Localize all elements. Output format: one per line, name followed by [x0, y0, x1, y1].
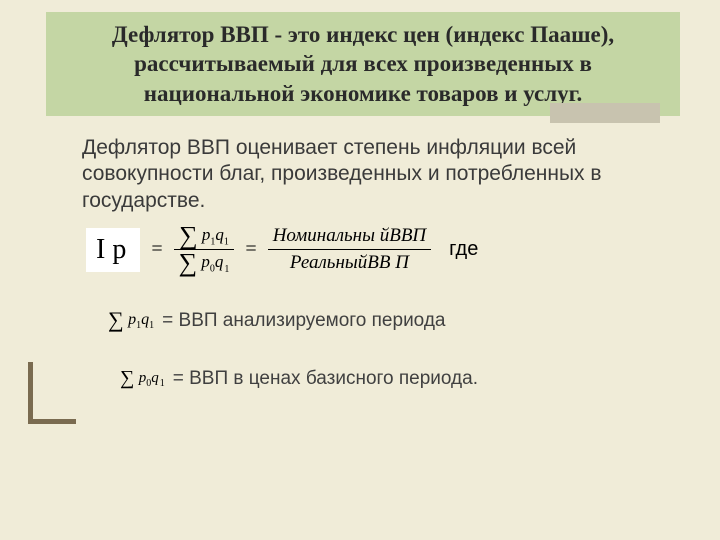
- body-paragraph: Дефлятор ВВП оценивает степень инфляции …: [82, 135, 668, 214]
- where-label: где: [449, 238, 478, 261]
- p1q1: p1q1: [202, 225, 229, 244]
- formula-desc-1: ∑ p1q1 = ВВП анализируемого периода: [108, 310, 445, 332]
- accent-bar: [550, 103, 660, 123]
- frac-bar: [268, 249, 431, 250]
- frac2-num: Номинальны йВВП: [268, 225, 431, 247]
- main-formula: I р = ∑ p1q1 ∑ p0q1 = Номинальны йВВП Ре…: [86, 225, 478, 275]
- p0q1: p0q1: [201, 252, 229, 271]
- fraction-words: Номинальны йВВП РеальныйВВ П: [268, 225, 431, 274]
- desc-text-1: = ВВП анализируемого периода: [162, 310, 445, 332]
- p1q1: p1q1: [128, 311, 154, 328]
- sigma-icon: ∑: [120, 371, 134, 385]
- index-label: I р: [86, 228, 140, 272]
- desc-text-2: = ВВП в ценах базисного периода.: [173, 368, 478, 390]
- sigma-p1q1: ∑ p1q1: [108, 311, 154, 331]
- sigma-icon: ∑: [108, 312, 124, 327]
- horizontal-rule: [28, 419, 76, 424]
- title-block: Дефлятор ВВП - это индекс цен (индекс Па…: [46, 12, 680, 116]
- frac1-den: ∑ p0q1: [174, 252, 235, 274]
- equals-2: =: [245, 238, 256, 261]
- sigma-icon: ∑: [179, 254, 198, 272]
- sigma-p0q1: ∑ p0q1: [120, 369, 165, 389]
- sigma-icon: ∑: [179, 227, 198, 245]
- p0q1: p0q1: [139, 370, 165, 386]
- fraction-sigma: ∑ p1q1 ∑ p0q1: [174, 225, 235, 275]
- formula-desc-2: ∑ p0q1 = ВВП в ценах базисного периода.: [120, 368, 478, 390]
- title-text: Дефлятор ВВП - это индекс цен (индекс Па…: [112, 22, 614, 106]
- frac1-num: ∑ p1q1: [174, 225, 234, 247]
- vertical-rule: [28, 362, 33, 424]
- body-text: Дефлятор ВВП оценивает степень инфляции …: [82, 136, 602, 212]
- frac2-den: РеальныйВВ П: [285, 252, 414, 274]
- equals-1: =: [151, 238, 162, 261]
- slide: Дефлятор ВВП - это индекс цен (индекс Па…: [0, 0, 720, 540]
